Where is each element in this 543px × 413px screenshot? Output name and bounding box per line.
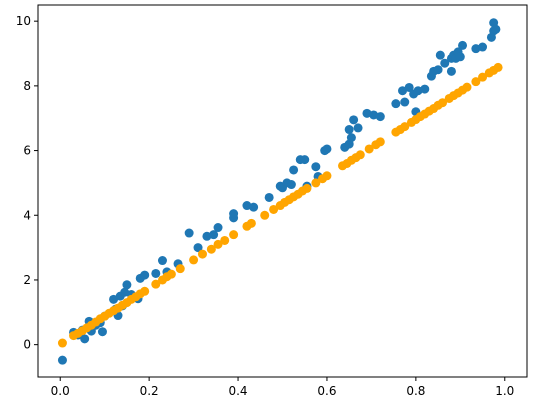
data-point (302, 183, 312, 193)
data-point (151, 279, 161, 289)
data-point (213, 239, 223, 249)
data-point (478, 72, 488, 82)
data-point (353, 123, 363, 133)
data-point (209, 230, 219, 240)
data-point (157, 256, 167, 266)
data-point (471, 77, 481, 87)
x-tick-label: 0.6 (317, 384, 336, 398)
data-point (364, 144, 374, 154)
x-tick-label: 0.0 (51, 384, 70, 398)
data-point (375, 137, 385, 147)
data-point (122, 280, 132, 290)
x-tick-label: 1.0 (495, 384, 514, 398)
data-point (493, 62, 503, 72)
data-point (491, 24, 501, 34)
x-axis-ticks: 0.0 0.2 0.4 0.6 0.8 1.0 (51, 377, 514, 398)
data-point (57, 338, 67, 348)
x-tick-label: 0.8 (406, 384, 425, 398)
data-point (213, 223, 223, 233)
data-point (375, 112, 385, 122)
data-point (260, 210, 270, 220)
data-point (344, 125, 354, 135)
data-point (206, 244, 216, 254)
data-point (229, 209, 239, 219)
data-point (398, 86, 408, 96)
data-point (478, 42, 488, 52)
y-tick-label: 4 (23, 208, 31, 222)
data-point (438, 98, 448, 108)
data-point (400, 97, 410, 107)
x-tick-label: 0.2 (140, 384, 159, 398)
data-point (264, 192, 274, 202)
data-point (349, 115, 359, 125)
data-point (151, 268, 161, 278)
data-point (220, 235, 230, 245)
data-point (311, 178, 321, 188)
x-tick-label: 0.4 (228, 384, 247, 398)
data-point (300, 155, 310, 165)
data-point (57, 355, 67, 365)
data-point (140, 270, 150, 280)
data-point (286, 180, 296, 190)
data-point (322, 171, 332, 181)
data-point (455, 52, 465, 62)
data-point (246, 218, 256, 228)
data-point (175, 264, 185, 274)
y-tick-label: 10 (16, 14, 31, 28)
data-point (420, 84, 430, 94)
series-2 (57, 62, 503, 348)
data-point (289, 165, 299, 175)
y-tick-label: 6 (23, 144, 31, 158)
y-tick-label: 8 (23, 79, 31, 93)
data-point (166, 269, 176, 279)
data-point (346, 133, 356, 143)
data-point (446, 66, 456, 76)
data-point (97, 327, 107, 337)
data-point (433, 65, 443, 75)
data-point (109, 294, 119, 304)
data-point (189, 255, 199, 265)
axes-frame (37, 4, 528, 378)
data-point (269, 204, 279, 214)
data-point (462, 82, 472, 92)
data-point (197, 249, 207, 259)
data-point (400, 122, 410, 132)
data-point (440, 58, 450, 68)
y-axis-ticks: 0 2 4 6 8 10 (16, 14, 38, 352)
data-point (140, 286, 150, 296)
data-point (311, 162, 321, 172)
data-point (404, 82, 414, 92)
data-point (391, 99, 401, 109)
plot-points (57, 18, 503, 365)
data-point (355, 150, 365, 160)
y-tick-label: 2 (23, 273, 31, 287)
data-point (458, 40, 468, 50)
y-tick-label: 0 (23, 338, 31, 352)
data-point (435, 50, 445, 60)
data-point (229, 230, 239, 240)
data-point (249, 202, 259, 212)
data-point (184, 228, 194, 238)
data-point (193, 243, 203, 253)
data-point (322, 144, 332, 154)
data-point (80, 334, 90, 344)
